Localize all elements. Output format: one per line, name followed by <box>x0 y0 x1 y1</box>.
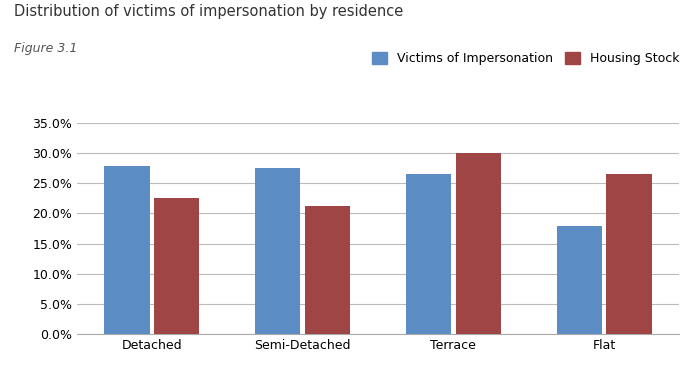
Bar <box>406 174 451 334</box>
Bar <box>154 198 199 334</box>
Bar <box>606 174 652 334</box>
Bar <box>104 166 150 334</box>
Bar <box>556 226 602 334</box>
Bar <box>305 206 350 334</box>
Bar <box>255 168 300 334</box>
Text: Figure 3.1: Figure 3.1 <box>14 42 78 55</box>
Legend: Victims of Impersonation, Housing Stock: Victims of Impersonation, Housing Stock <box>372 52 680 65</box>
Text: Distribution of victims of impersonation by residence: Distribution of victims of impersonation… <box>14 4 403 19</box>
Bar <box>456 153 501 334</box>
